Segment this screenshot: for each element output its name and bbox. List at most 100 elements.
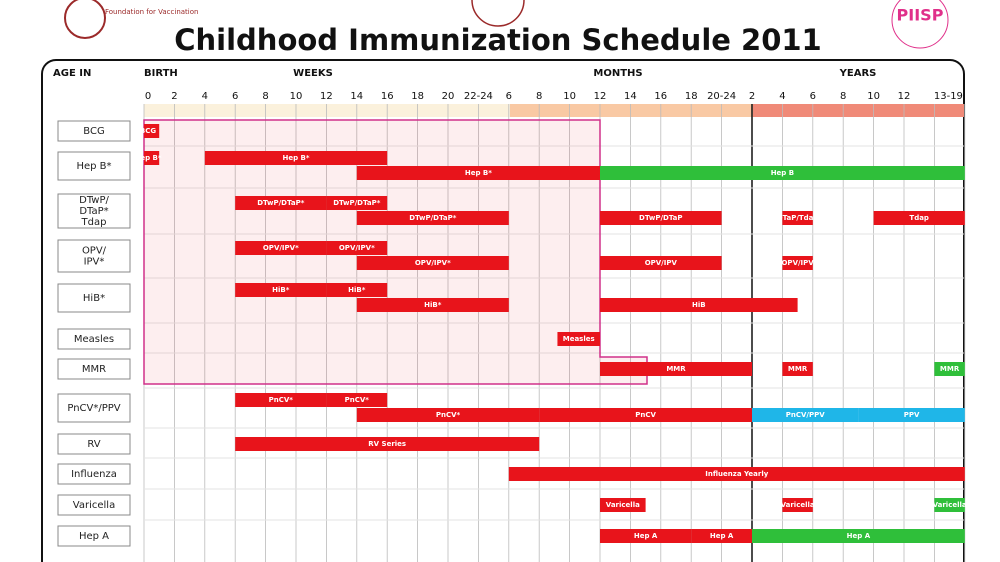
tick-label: 13-19	[934, 91, 963, 102]
row-label-box	[57, 328, 131, 350]
row-label-box	[57, 393, 131, 423]
title: Childhood Immunization Schedule 2011	[174, 23, 822, 57]
vaccine-label: OPV/IPV	[781, 259, 814, 267]
vaccine-label: DTwP/DTaP	[639, 214, 683, 222]
tick-label: 14	[624, 91, 637, 102]
months-band	[510, 104, 753, 117]
row-label-box	[57, 151, 131, 181]
vaccine-bar	[356, 166, 600, 180]
vaccine-label: Hep A	[634, 532, 658, 540]
vaccine-label: PnCV	[635, 411, 656, 419]
weeks-band	[144, 104, 510, 117]
tick-label: 8	[262, 91, 268, 102]
vaccine-bar	[326, 241, 388, 255]
vaccine-bar	[356, 298, 509, 312]
vaccine-bar	[326, 196, 388, 210]
vaccine-label: Hep B*	[134, 154, 161, 162]
row-label-box	[57, 358, 131, 380]
vaccine-label: MMR	[940, 365, 960, 373]
vaccine-bar	[782, 362, 813, 376]
logo-right: PIISP	[897, 6, 944, 25]
vaccine-bar	[235, 283, 327, 297]
vaccine-label: HiB*	[424, 301, 442, 309]
frame	[41, 59, 965, 562]
tick-label: 8	[536, 91, 542, 102]
vaccine-bar	[782, 498, 813, 512]
vaccine-bar	[235, 241, 327, 255]
vaccine-bar	[752, 529, 965, 543]
vaccine-bar	[235, 393, 327, 407]
tick-label: 2	[171, 91, 177, 102]
tick-label: 10	[290, 91, 303, 102]
row-label: Hep A	[79, 531, 109, 542]
tick-label: 18	[411, 91, 424, 102]
tick-label: 14	[350, 91, 363, 102]
vaccine-label: Hep B	[771, 169, 794, 177]
row-label: DTwP/DTaP* Tdap	[79, 195, 109, 228]
tick-label: 16	[381, 91, 394, 102]
age-in: AGE IN	[53, 68, 91, 79]
tick-label: 12	[594, 91, 607, 102]
vaccine-bar	[600, 166, 965, 180]
tick-label: 0	[145, 91, 151, 102]
vaccine-label: PnCV*	[269, 396, 294, 404]
vaccine-label: OPV/IPV*	[339, 244, 375, 252]
vaccine-label: PPV	[904, 411, 920, 419]
row-label: PnCV*/PPV	[67, 403, 120, 414]
row-label-box	[57, 239, 131, 273]
vaccine-label: Varicella	[781, 501, 815, 509]
row-label: RV	[87, 439, 100, 450]
row-label-box	[57, 525, 131, 547]
tick-label: 18	[685, 91, 698, 102]
vaccine-bar	[600, 256, 722, 270]
vaccine-bar	[144, 151, 160, 165]
vaccine-bar	[873, 211, 965, 225]
vaccine-label: HiB	[692, 301, 706, 309]
vaccine-label: DTwP/DTaP*	[257, 199, 305, 207]
row-label-box	[57, 494, 131, 516]
vaccine-bar	[691, 529, 752, 543]
tick-label: 8	[840, 91, 846, 102]
row-label: Influenza	[71, 469, 117, 480]
vaccine-bar	[752, 408, 859, 422]
vaccine-label: Hep A	[847, 532, 871, 540]
logo-left: Foundation for Vaccination	[105, 8, 198, 16]
vaccine-bar	[144, 124, 160, 138]
logo-right-mark	[891, 0, 949, 49]
row-label-box	[57, 283, 131, 313]
tick-label: 6	[506, 91, 512, 102]
vaccine-label: PnCV*	[436, 411, 461, 419]
logo-left-mark	[64, 0, 106, 39]
vaccine-bar	[356, 256, 509, 270]
vaccine-bar	[508, 467, 965, 481]
row-label: Measles	[74, 334, 114, 345]
weeks: WEEKS	[293, 68, 333, 79]
vaccine-label: BCG	[140, 127, 156, 135]
row-label: MMR	[82, 364, 106, 375]
vaccine-label: Hep B*	[465, 169, 492, 177]
vaccine-bar	[782, 256, 813, 270]
years: YEARS	[839, 68, 877, 79]
vaccine-bar	[204, 151, 388, 165]
tick-label: 6	[232, 91, 238, 102]
row-label: Varicella	[73, 500, 115, 511]
vaccine-label: MMR	[666, 365, 686, 373]
vaccine-label: OPV/IPV*	[415, 259, 451, 267]
vaccine-bar	[326, 283, 388, 297]
vaccine-bar	[356, 211, 509, 225]
vaccine-bar	[557, 332, 600, 346]
tick-label: 10	[867, 91, 880, 102]
tick-label: 4	[202, 91, 208, 102]
tick-label: 12	[898, 91, 911, 102]
vaccine-label: PnCV/PPV	[786, 411, 825, 419]
vaccine-label: Measles	[563, 335, 595, 343]
tick-label: 2	[749, 91, 755, 102]
vaccine-label: Hep B*	[282, 154, 309, 162]
vaccine-label: HiB*	[272, 286, 290, 294]
vaccine-bar	[356, 408, 540, 422]
vaccine-bar	[326, 393, 388, 407]
row-label-box	[57, 433, 131, 455]
row-label-box	[57, 120, 131, 142]
vaccine-bar	[782, 211, 813, 225]
